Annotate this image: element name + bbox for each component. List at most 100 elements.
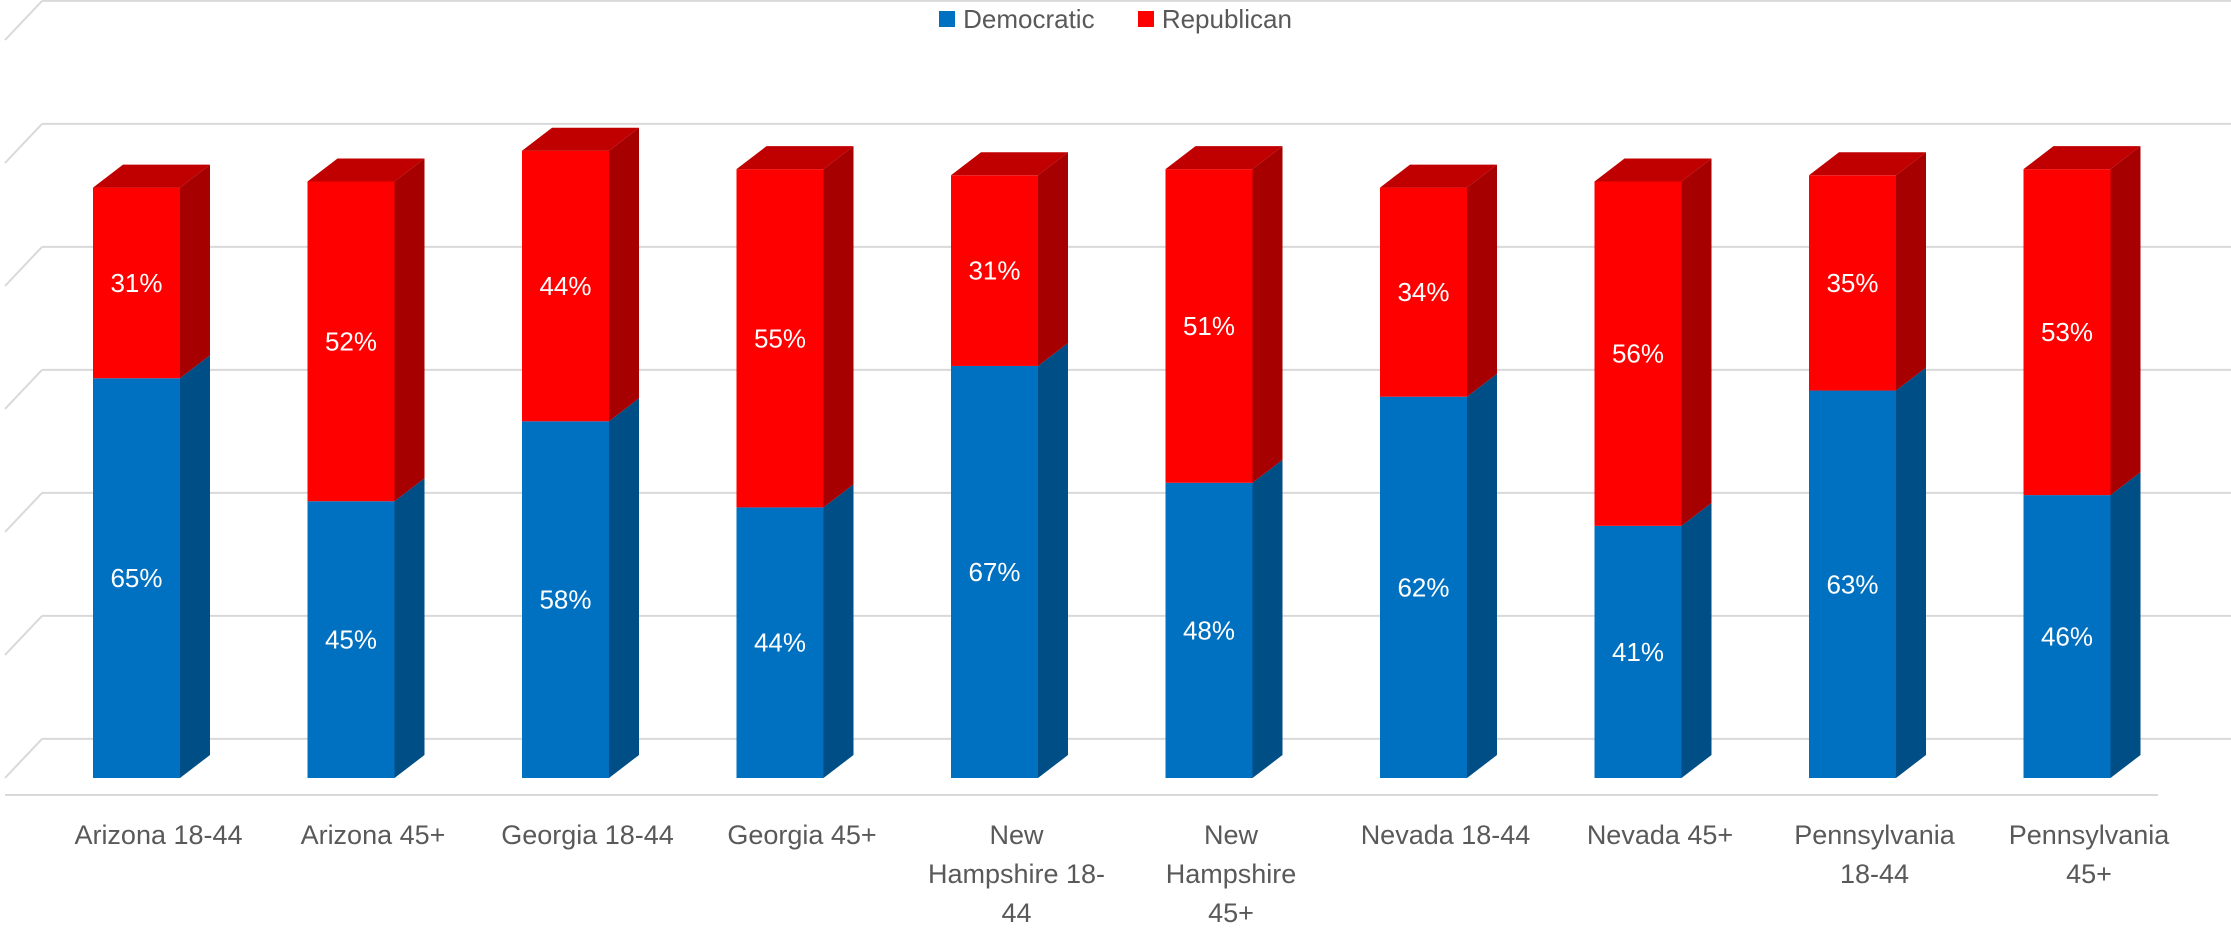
bar-segment-republican: 44% (522, 127, 639, 422)
bar-front-republican (736, 169, 824, 508)
legend: Democratic Republican (0, 4, 2231, 35)
legend-label-republican: Republican (1161, 4, 1292, 34)
data-label-democratic: 41% (1612, 637, 1664, 667)
x-tick-label-line: 45+ (2066, 859, 2112, 889)
bar-side-democratic (2110, 472, 2141, 778)
bar-side-republican (1252, 146, 1283, 483)
bar-side-democratic (1467, 373, 1497, 778)
bar-front-democratic (93, 378, 180, 778)
data-label-democratic: 46% (2041, 622, 2093, 652)
bar-top-republican (93, 164, 210, 188)
data-label-republican: 55% (754, 323, 806, 353)
x-tick-label: Nevada 18-44 (1346, 816, 1546, 855)
gridline-diagonal (4, 738, 43, 779)
bar-front-republican (307, 181, 395, 502)
x-tick-label-line: Arizona 18-44 (74, 820, 243, 850)
x-tick-label-line: Pennsylvania (2008, 820, 2170, 850)
x-tick-label: Nevada 45+ (1560, 816, 1760, 855)
bar-top-republican (736, 146, 854, 170)
bar-segment-republican: 31% (951, 152, 1068, 366)
bar-front-democratic (1594, 525, 1682, 778)
legend-swatch-republican (1137, 11, 1154, 28)
bar-segment-democratic: 58% (522, 398, 639, 778)
x-tick-label: Arizona 45+ (273, 816, 473, 855)
x-tick-label-line: Georgia 18-44 (501, 820, 674, 850)
data-label-republican: 35% (1826, 268, 1878, 298)
bar-front-republican (93, 187, 180, 379)
x-tick-label: Pennsylvania 18-44 (1775, 816, 1975, 894)
data-label-republican: 51% (1183, 311, 1235, 341)
bar-side-democratic (823, 484, 854, 778)
data-label-republican: 31% (968, 256, 1020, 286)
bar-front-democratic (1809, 390, 1896, 778)
bar-top-republican (522, 127, 639, 151)
bar-side-republican (1896, 152, 1926, 391)
gridline-diagonal (4, 615, 43, 656)
bar-top-republican (2023, 146, 2141, 170)
data-label-republican: 44% (539, 271, 591, 301)
data-label-democratic: 62% (1397, 572, 1449, 602)
bar-top-republican (1594, 158, 1712, 182)
legend-label-democratic: Democratic (963, 4, 1095, 34)
bar-segment-republican: 55% (736, 146, 854, 508)
x-tick-label: Georgia 45+ (702, 816, 902, 855)
data-label-republican: 34% (1397, 277, 1449, 307)
bar-side-republican (180, 164, 210, 379)
bar-side-republican (609, 127, 639, 422)
bar-segment-democratic: 45% (307, 478, 425, 778)
bar-side-republican (1038, 152, 1068, 366)
bar-top-republican (1165, 146, 1283, 170)
bar-side-republican (1681, 158, 1712, 526)
bar-side-democratic (1896, 367, 1926, 778)
bar-front-democratic (1380, 396, 1467, 778)
bar-side-democratic (394, 478, 425, 778)
x-tick-label-line: New (1203, 820, 1258, 850)
data-label-republican: 56% (1612, 339, 1664, 369)
gridline-diagonal (4, 123, 43, 164)
x-tick-label-line: Nevada 18-44 (1360, 820, 1531, 850)
data-label-democratic: 58% (539, 585, 591, 615)
gridline-diagonal (4, 0, 43, 41)
bar-segment-democratic: 67% (951, 342, 1068, 778)
bar-side-republican (394, 158, 425, 502)
bar-segment-democratic: 65% (93, 355, 210, 778)
bar-side-democratic (1038, 342, 1068, 778)
data-label-republican: 31% (110, 268, 162, 298)
bar-segment-republican: 53% (2023, 146, 2141, 496)
bar-side-democratic (180, 355, 210, 778)
bar-segment-republican: 51% (1165, 146, 1283, 483)
gridline-diagonal (4, 492, 43, 533)
data-label-republican: 52% (325, 326, 377, 356)
bar-segment-democratic: 63% (1809, 367, 1926, 778)
bar-front-republican (1809, 175, 1896, 391)
bar-front-republican (951, 175, 1038, 366)
x-tick-label-line: Arizona 45+ (300, 820, 446, 850)
bar-segment-democratic: 48% (1165, 459, 1283, 778)
bar-segment-republican: 56% (1594, 158, 1712, 526)
x-tick-label-line: Pennsylvania (1794, 820, 1955, 850)
x-tick-label: Georgia 18-44 (488, 816, 688, 855)
x-tick-label: New Hampshire 45+ (1131, 816, 1331, 933)
data-label-democratic: 45% (325, 625, 377, 655)
bar-front-democratic (522, 421, 609, 778)
x-tick-label-line: Hampshire 18- (927, 859, 1106, 889)
bar-front-republican (1594, 181, 1682, 526)
bar-top-republican (1380, 164, 1497, 188)
bar-front-republican (1165, 169, 1253, 483)
bar-segment-republican: 34% (1380, 164, 1497, 397)
bars: 65% 31% 45% 52% 58% 44% 44% 55% 67% 31% 48% 51% 62% 3… (93, 127, 2141, 778)
bar-side-democratic (609, 398, 639, 778)
bar-segment-republican: 35% (1809, 152, 1926, 391)
data-label-democratic: 44% (754, 628, 806, 658)
bar-side-republican (823, 146, 854, 508)
bar-segment-democratic: 46% (2023, 472, 2141, 778)
bar-top-republican (1809, 152, 1926, 176)
x-tick-label-line: Hampshire (1165, 859, 1297, 889)
gridline-diagonal (4, 246, 43, 287)
bar-front-democratic (307, 501, 395, 778)
x-tick-label-line: 45+ (1208, 898, 1254, 928)
bar-segment-republican: 52% (307, 158, 425, 502)
data-label-republican: 53% (2041, 317, 2093, 347)
x-tick-label: Pennsylvania 45+ (1989, 816, 2189, 894)
bar-segment-democratic: 41% (1594, 502, 1712, 778)
